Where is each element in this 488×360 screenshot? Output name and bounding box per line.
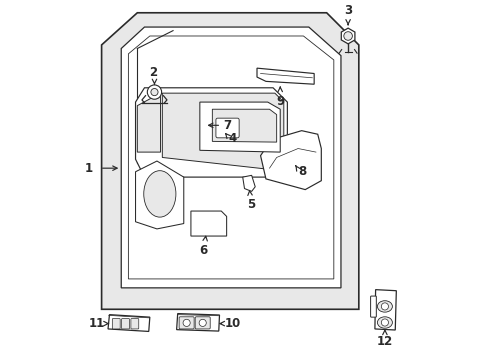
Text: 12: 12 bbox=[376, 335, 392, 348]
Polygon shape bbox=[102, 13, 358, 309]
Circle shape bbox=[343, 32, 352, 40]
Polygon shape bbox=[137, 93, 160, 152]
Ellipse shape bbox=[377, 301, 391, 312]
Text: 1: 1 bbox=[84, 162, 93, 175]
Text: 11: 11 bbox=[88, 317, 104, 330]
FancyBboxPatch shape bbox=[195, 317, 210, 329]
FancyBboxPatch shape bbox=[216, 118, 239, 138]
Polygon shape bbox=[242, 175, 255, 192]
FancyBboxPatch shape bbox=[370, 296, 376, 317]
Circle shape bbox=[147, 85, 162, 99]
Polygon shape bbox=[176, 314, 219, 331]
FancyBboxPatch shape bbox=[179, 317, 194, 329]
Ellipse shape bbox=[377, 317, 391, 328]
Ellipse shape bbox=[143, 171, 176, 217]
Text: 5: 5 bbox=[247, 198, 255, 211]
Polygon shape bbox=[162, 93, 283, 170]
Text: 9: 9 bbox=[276, 95, 284, 108]
Circle shape bbox=[199, 319, 206, 327]
Polygon shape bbox=[212, 109, 276, 142]
Text: 8: 8 bbox=[298, 165, 305, 178]
Polygon shape bbox=[108, 315, 149, 332]
Text: 2: 2 bbox=[149, 66, 157, 79]
Text: 7: 7 bbox=[223, 119, 231, 132]
Circle shape bbox=[151, 89, 158, 96]
Text: 10: 10 bbox=[224, 317, 241, 330]
Text: 6: 6 bbox=[199, 244, 207, 257]
Polygon shape bbox=[200, 102, 280, 152]
FancyBboxPatch shape bbox=[131, 319, 139, 329]
Polygon shape bbox=[121, 27, 340, 288]
Text: 3: 3 bbox=[344, 4, 351, 17]
FancyBboxPatch shape bbox=[112, 319, 120, 329]
Polygon shape bbox=[135, 161, 183, 229]
Text: 4: 4 bbox=[228, 132, 236, 145]
Circle shape bbox=[381, 319, 387, 326]
Polygon shape bbox=[260, 131, 321, 190]
Polygon shape bbox=[341, 28, 354, 44]
Circle shape bbox=[183, 319, 190, 327]
Polygon shape bbox=[257, 68, 313, 84]
FancyBboxPatch shape bbox=[122, 319, 129, 329]
Polygon shape bbox=[190, 211, 226, 236]
Circle shape bbox=[381, 303, 387, 310]
Polygon shape bbox=[135, 88, 287, 177]
Polygon shape bbox=[374, 290, 395, 330]
